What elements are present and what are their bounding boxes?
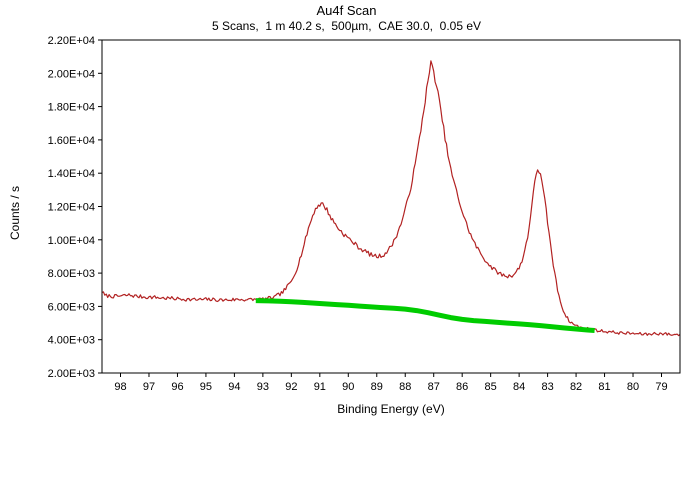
y-tick-label: 1.00E+04 — [48, 235, 95, 247]
chart-subtitle: 5 Scans, 1 m 40.2 s, 500µm, CAE 30.0, 0.… — [211, 19, 482, 33]
y-tick-label: 2.00E+03 — [48, 368, 95, 380]
x-tick-label: 89 — [371, 381, 383, 393]
y-tick-label: 8.00E+03 — [48, 268, 95, 280]
x-tick-label: 85 — [485, 381, 497, 393]
x-tick-label: 87 — [428, 381, 440, 393]
y-tick-label: 1.40E+04 — [48, 168, 95, 180]
x-tick-label: 81 — [598, 381, 610, 393]
x-tick-label: 90 — [342, 381, 354, 393]
y-tick-label: 2.00E+04 — [48, 68, 95, 80]
x-tick-label: 83 — [541, 381, 553, 393]
spectrum-trace — [101, 60, 681, 337]
x-tick-label: 91 — [314, 381, 326, 393]
x-tick-label: 97 — [143, 381, 155, 393]
x-tick-label: 80 — [627, 381, 639, 393]
x-tick-label: 82 — [570, 381, 582, 393]
x-tick-label: 94 — [228, 381, 240, 393]
y-tick-label: 4.00E+03 — [48, 335, 95, 347]
background-trace — [255, 298, 595, 333]
x-tick-label: 95 — [200, 381, 212, 393]
x-tick-label: 98 — [114, 381, 126, 393]
x-tick-label: 96 — [171, 381, 183, 393]
x-tick-label: 79 — [655, 381, 667, 393]
plot-frame — [101, 39, 681, 374]
chart-title: Au4f Scan — [316, 3, 377, 18]
x-tick-label: 84 — [513, 381, 525, 393]
x-tick-label: 93 — [257, 381, 269, 393]
y-tick-label: 1.80E+04 — [48, 102, 95, 114]
spectrum-plot: 2.20E+04 2.00E+04 1.80E+04 1.60E+04 1.40E+04… — [48, 35, 681, 393]
y-tick-label: 6.00E+03 — [48, 301, 95, 313]
x-axis-label: Binding Energy (eV) — [337, 402, 445, 416]
x-tick-label: 86 — [456, 381, 468, 393]
y-tick-label: 1.20E+04 — [48, 202, 95, 214]
y-tick-label: 1.60E+04 — [48, 135, 95, 147]
x-tick-label: 88 — [399, 381, 411, 393]
x-tick-label: 92 — [285, 381, 297, 393]
y-tick-label: 2.20E+04 — [48, 35, 95, 47]
